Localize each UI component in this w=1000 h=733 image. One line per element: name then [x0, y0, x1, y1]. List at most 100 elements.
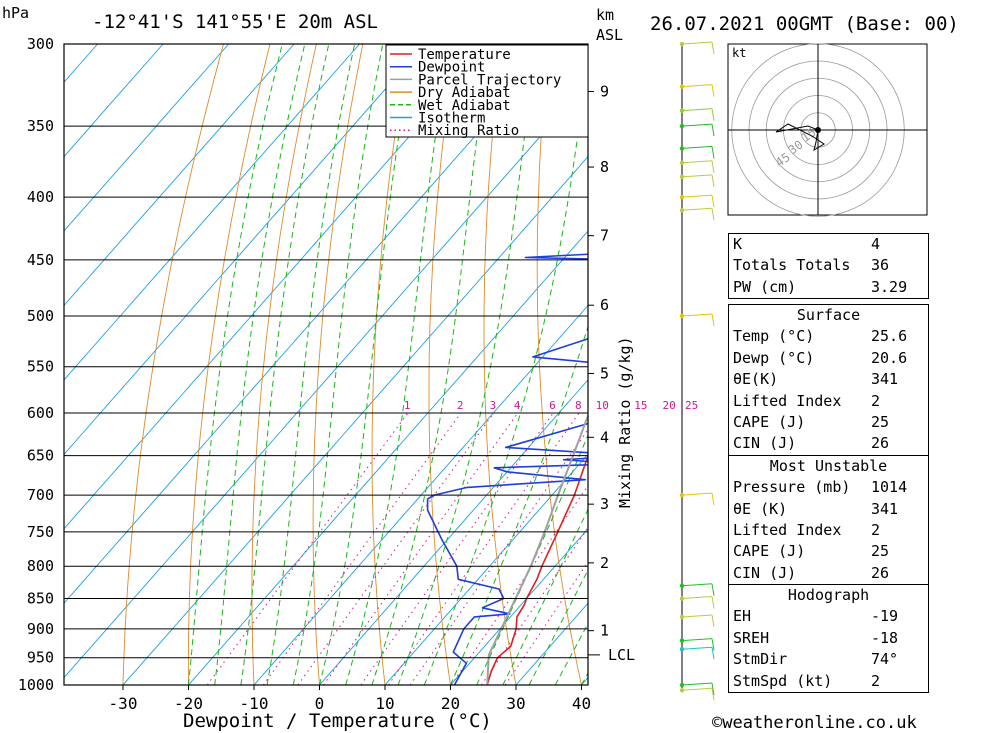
km-tick-label: 3: [600, 495, 609, 513]
wet-adiabat-line: [502, 508, 588, 685]
wind-barb-feather: [711, 195, 715, 208]
isotherm-line: [64, 44, 229, 232]
location-title: -12°41'S 141°55'E 20m ASL: [92, 11, 378, 33]
pressure-tick-label: 700: [27, 486, 54, 504]
mixing-ratio-label: 3: [490, 399, 497, 412]
temp-tick-label: 30: [506, 694, 525, 713]
pressure-unit-label: hPa: [2, 4, 29, 22]
legend-entry: Wet Adiabat: [418, 98, 511, 114]
most-unstable-row: Pressure (mb) 1014: [733, 478, 908, 497]
wind-barb-feather: [711, 493, 715, 506]
dry-adiabat-line: [312, 44, 364, 685]
km-tick-label: 7: [600, 227, 609, 245]
surface-title: Surface: [796, 306, 861, 324]
wind-barb-feather: [711, 108, 715, 121]
surface-row: Lifted Index 2: [733, 391, 881, 410]
surface-row: Temp (°C) 25.6: [733, 327, 908, 346]
pressure-tick-label: 600: [27, 404, 54, 422]
pressure-tick-label: 850: [27, 589, 54, 607]
most-unstable-row: θE (K) 341: [733, 499, 899, 518]
wind-barb: [681, 682, 713, 686]
most-unstable-row: Lifted Index 2: [733, 520, 881, 539]
pressure-tick-label: 350: [27, 117, 54, 135]
hodograph-ring-label: 15: [799, 125, 819, 145]
surface-row: θE(K) 341: [733, 370, 899, 389]
wind-barb: [681, 160, 713, 164]
temp-tick-label: 0: [315, 694, 325, 713]
dewpoint-line: [426, 253, 588, 685]
isotherm-line: [188, 230, 588, 685]
dry-adiabat-line: [967, 44, 1000, 685]
mixing-ratio-line: [504, 560, 588, 685]
surface-table: Surface Temp (°C) 25.6 Dewp (°C) 20.6 θE(K…: [728, 304, 929, 694]
dry-adiabat-line: [187, 44, 271, 685]
pressure-tick-label: 450: [27, 251, 54, 269]
km-tick-label: 8: [600, 158, 609, 176]
temp-tick-label: 40: [572, 694, 591, 713]
isotherm-line: [64, 44, 360, 381]
axis-labels: 3003504004505005506006507007508008509009…: [18, 35, 635, 713]
most-unstable-title: Most Unstable: [769, 456, 888, 475]
wet-adiabat-line: [528, 568, 588, 685]
temp-tick-label: -20: [174, 694, 203, 713]
index-row: Totals Totals 36: [733, 256, 890, 275]
hodograph-storm-marker: [815, 127, 821, 133]
mixing-ratio-label: 1: [404, 399, 411, 412]
surface-row: CAPE (J) 25: [733, 412, 890, 431]
mixing-ratio-line: [409, 428, 588, 685]
isotherm-line: [450, 528, 588, 685]
isotherm-line: [64, 44, 557, 604]
wet-adiabat-line: [214, 44, 306, 685]
mixing-ratio-label: 15: [634, 399, 647, 412]
copyright-footer: ©weatheronline.co.uk: [712, 713, 917, 733]
mixing-ratio-label: 25: [685, 399, 698, 412]
lcl-label: LCL: [608, 646, 635, 664]
hodograph-ring-label: 45: [773, 150, 793, 170]
hodograph-row: EH -19: [733, 607, 899, 626]
surface-row: Dewp (°C) 20.6: [733, 348, 908, 367]
hodograph-row: StmDir 74°: [733, 650, 899, 669]
mixing-ratio-axis-title: Mixing Ratio (g/kg): [616, 336, 634, 508]
wind-level-marker: [679, 108, 685, 113]
wet-adiabat-line: [345, 44, 450, 685]
wind-barb: [681, 313, 713, 317]
temperature-line: [486, 452, 588, 685]
hodograph-ring-label: 30: [786, 138, 806, 158]
dry-adiabat-line: [639, 44, 713, 685]
isotherm-line: [64, 44, 295, 307]
wind-barb: [681, 492, 713, 496]
dry-adiabat-line: [483, 44, 517, 685]
legend-entry: Dewpoint: [418, 60, 485, 76]
wind-barb-feather: [711, 614, 715, 628]
km-unit-label: km: [596, 6, 614, 24]
isotherm-line: [64, 44, 426, 455]
wind-barb-feather: [711, 41, 715, 55]
wind-barb: [681, 174, 713, 178]
pressure-tick-label: 750: [27, 523, 54, 541]
isotherm-line: [64, 81, 588, 679]
mixing-ratio-labels: 1 2 3 4 6 8 10 15 20 25: [404, 399, 698, 412]
pressure-tick-label: 500: [27, 307, 54, 325]
wet-adiabat-line: [266, 44, 356, 685]
temp-tick-label: 10: [375, 694, 394, 713]
isotherm-line: [64, 44, 164, 158]
km-tick-label: 1: [600, 622, 609, 640]
wet-adiabat-line: [240, 44, 330, 685]
wind-barb-feather: [711, 208, 715, 221]
pressure-tick-label: 1000: [18, 676, 54, 694]
mixing-ratio-line: [450, 484, 588, 685]
dry-adiabat-line: [920, 44, 1000, 685]
pressure-tick-label: 900: [27, 620, 54, 638]
wind-barb-feather: [711, 638, 715, 651]
km-tick-label: 4: [600, 428, 609, 446]
wind-barb: [681, 638, 713, 642]
wind-barb-feather: [711, 688, 715, 701]
asl-unit-label: ASL: [596, 26, 623, 44]
km-tick-label: 5: [600, 364, 609, 382]
hodograph-trace: [775, 123, 825, 152]
wet-adiabat-line: [188, 44, 283, 685]
wind-barb: [681, 207, 713, 211]
